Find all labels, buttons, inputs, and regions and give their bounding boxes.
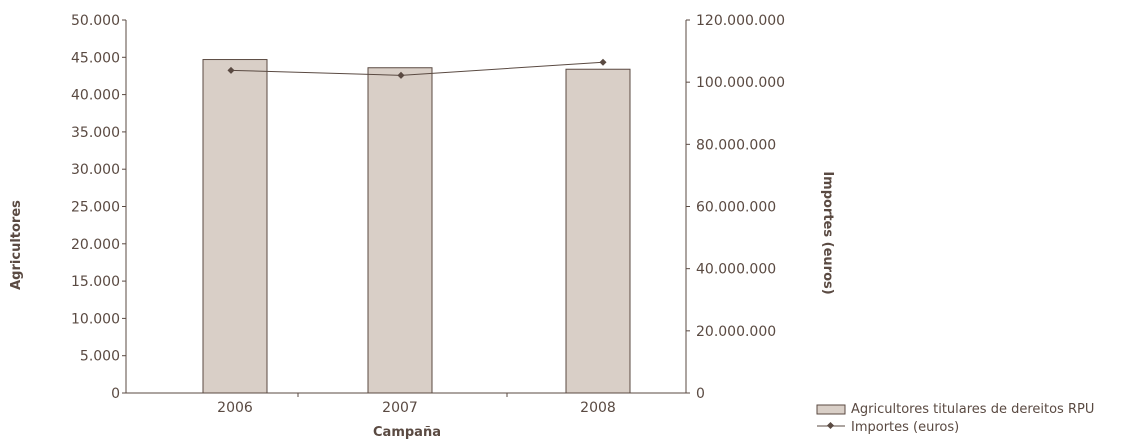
left-axis: 0 5.000 10.000 15.000 20.000 25.000 30.000 35.0… (71, 13, 127, 402)
line-point (227, 66, 235, 74)
left-tick-label: 0 (111, 386, 120, 402)
legend-bar-label: Agricultores titulares de dereitos RPU (851, 402, 1094, 417)
bar (565, 68, 631, 394)
left-tick-label: 50.000 (71, 13, 120, 29)
right-axis: 0 20.000.000 40.000.000 60.000.000 80.000.00… (685, 13, 785, 402)
right-tick-label: 40.000.000 (696, 262, 776, 278)
x-tick-label: 2008 (580, 400, 616, 416)
left-tick-label: 10.000 (71, 311, 120, 327)
right-tick-label: 80.000.000 (696, 137, 776, 153)
bar (202, 59, 268, 394)
left-tick-label: 5.000 (80, 349, 120, 365)
left-tick-label: 25.000 (71, 200, 120, 216)
y-axis-title: Agricultores (9, 200, 24, 290)
legend-line-marker (826, 421, 835, 430)
bar-series (202, 59, 631, 394)
x-tick-label: 2006 (217, 400, 253, 416)
left-tick-label: 40.000 (71, 88, 120, 104)
right-tick-label: 120.000.000 (696, 13, 785, 29)
legend-bar-swatch (816, 404, 846, 415)
line-point (397, 71, 405, 79)
left-tick-label: 45.000 (71, 50, 120, 66)
line-series (227, 58, 607, 79)
left-tick-label: 15.000 (71, 274, 120, 290)
x-axis: 2006 2007 2008 (126, 392, 686, 416)
right-tick-label: 60.000.000 (696, 200, 776, 216)
left-tick-label: 30.000 (71, 162, 120, 178)
line-point (599, 58, 607, 66)
left-tick-label: 20.000 (71, 237, 120, 253)
legend-line-label: Importes (euros) (851, 420, 959, 435)
left-tick-label: 35.000 (71, 125, 120, 141)
legend: Agricultores titulares de dereitos RPU I… (816, 402, 1094, 435)
y2-axis-title: Importes (euros) (820, 171, 835, 294)
right-tick-label: 0 (696, 386, 705, 402)
x-tick-label: 2007 (382, 400, 418, 416)
x-axis-title: Campaña (373, 425, 441, 439)
right-tick-label: 20.000.000 (696, 324, 776, 340)
bar (367, 67, 433, 394)
right-tick-label: 100.000.000 (696, 75, 785, 91)
